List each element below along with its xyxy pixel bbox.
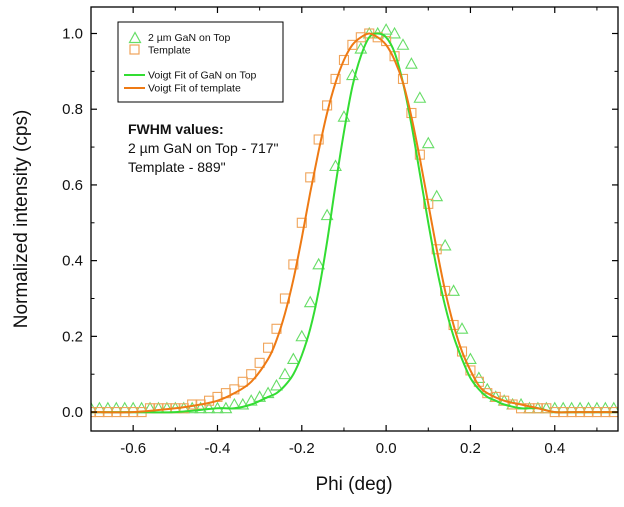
legend-entry-gan-markers: 2 µm GaN on Top [128, 31, 230, 44]
gan-data-point [270, 378, 283, 391]
gan-voigt-fit-line [91, 32, 618, 414]
y-tick-label: 0.0 [62, 404, 83, 421]
gan-data-point [430, 189, 444, 202]
gan-data-point [396, 38, 410, 50]
y-tick-label: 1.0 [62, 26, 83, 43]
gan-data-point [320, 208, 334, 221]
fwhm-heading: FWHM values: [128, 121, 224, 137]
gan-data-point [379, 23, 393, 35]
fwhm-gan-value: 2 µm GaN on Top - 717" [128, 140, 279, 156]
legend: 2 µm GaN on Top Template Voigt Fit of Ga… [117, 21, 284, 103]
legend-label-template-fit: Voigt Fit of template [148, 83, 241, 95]
legend-label-gan: 2 µm GaN on Top [148, 32, 230, 44]
gan-data-point [286, 352, 300, 365]
fwhm-annotation: FWHM values: 2 µm GaN on Top - 717" Temp… [128, 121, 279, 175]
x-axis-title: Phi (deg) [315, 474, 392, 495]
y-tick-label: 0.8 [62, 101, 83, 118]
template-data-point [237, 376, 248, 387]
gan-data-point [438, 238, 452, 251]
gan-data-point [185, 401, 199, 414]
template-data-point [203, 395, 215, 406]
legend-label-template: Template [148, 45, 191, 57]
series-layer [91, 23, 618, 418]
x-tick-label: 0.2 [460, 440, 481, 457]
legend-label-gan-fit: Voigt Fit of GaN on Top [148, 70, 257, 82]
x-tick-label: -0.6 [120, 440, 146, 457]
y-tick-label: 0.4 [62, 253, 83, 270]
plot-frame [90, 6, 619, 432]
gan-data-point [278, 367, 292, 380]
template-data-point [246, 369, 257, 380]
gan-data-point [404, 57, 418, 69]
gan-data-point [455, 322, 469, 334]
template-data-point [448, 319, 459, 331]
template-voigt-fit-line [91, 32, 618, 414]
fwhm-template-value: Template - 889" [128, 159, 226, 175]
gan-data-point [388, 26, 401, 39]
legend-entry-template-fit: Voigt Fit of template [124, 83, 241, 95]
x-tick-label: -0.2 [289, 440, 315, 457]
x-tick-label: -0.4 [205, 440, 231, 457]
gan-data-point [464, 352, 477, 365]
template-data-point [305, 172, 316, 183]
x-tick-label: 0.4 [544, 440, 565, 457]
legend-entry-gan-fit: Voigt Fit of GaN on Top [124, 70, 257, 82]
template-data-point [347, 39, 358, 50]
gan-data-point [236, 397, 250, 410]
template-data-point [338, 54, 350, 66]
gan-data-point [312, 257, 326, 270]
template-data-point [288, 259, 299, 270]
x-tick-label: 0.0 [376, 440, 397, 457]
legend-square-icon [129, 44, 140, 55]
template-data-point [355, 32, 366, 43]
gan-data-point [421, 136, 435, 149]
template-data-point [296, 217, 307, 228]
legend-triangle-icon [128, 31, 142, 44]
gan-data-point [413, 91, 427, 103]
gan-data-point [303, 295, 317, 308]
template-data-point [456, 346, 468, 357]
gan-data-point [295, 329, 309, 342]
template-data-point [254, 357, 265, 368]
y-tick-label: 0.6 [62, 177, 83, 194]
template-data-point [313, 134, 324, 145]
ticks-layer: -0.6 -0.4 -0.2 0.0 0.2 0.4 0.0 0.2 0.4 0.6 0.8 1.0 [62, 7, 618, 457]
legend-entry-template-markers: Template [129, 44, 191, 57]
legend-box [117, 21, 284, 103]
gan-data-point [202, 401, 216, 414]
y-axis-title: Normalized intensity (cps) [11, 110, 32, 329]
y-tick-label: 0.2 [62, 328, 83, 345]
gan-data-point [194, 401, 208, 414]
gan-data-point [447, 284, 461, 296]
